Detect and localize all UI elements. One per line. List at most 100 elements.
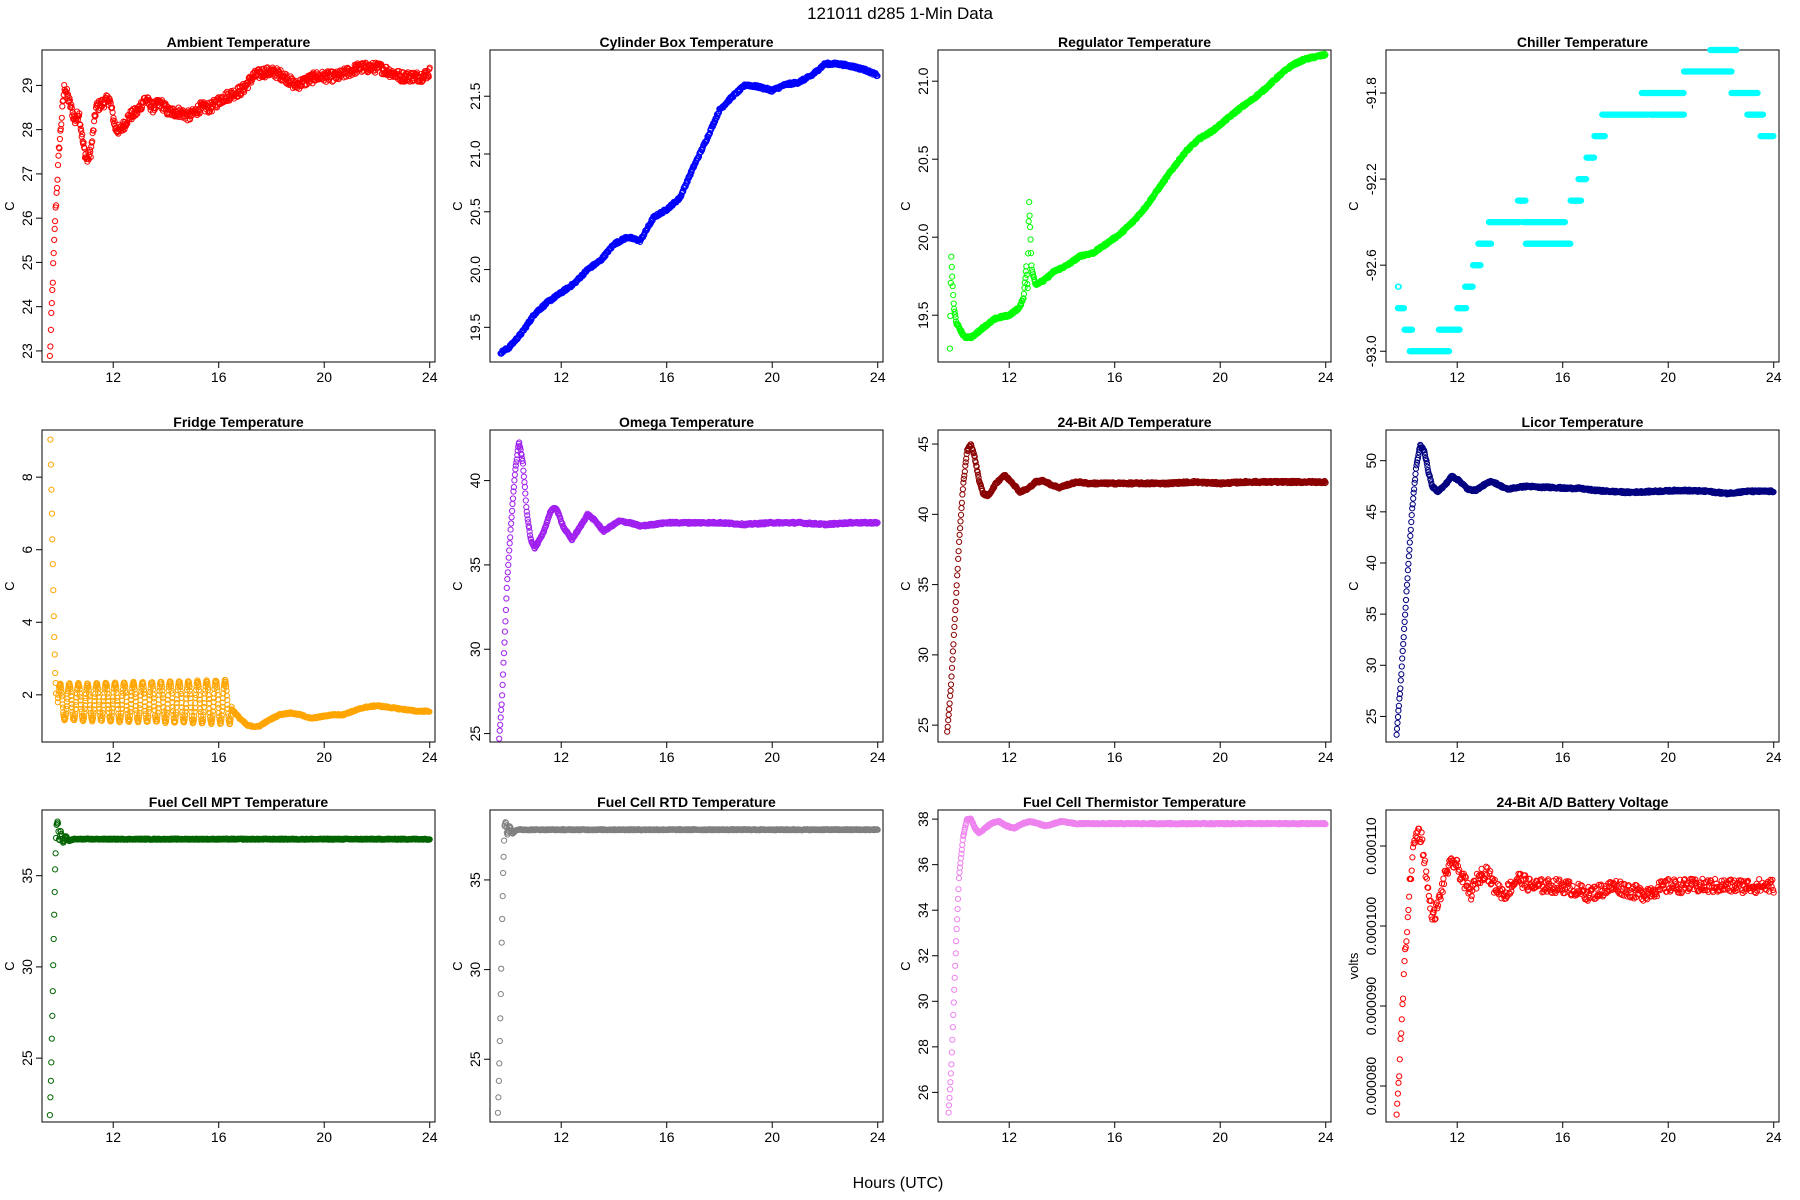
data-point: [64, 91, 72, 98]
data-point: [498, 706, 505, 714]
y-tick-label: -91.8: [1363, 77, 1379, 109]
data-point: [1018, 301, 1025, 308]
data-point: [89, 138, 96, 145]
data-point: [1024, 281, 1031, 288]
data-point: [706, 130, 714, 137]
data-point: [507, 526, 514, 533]
data-point: [352, 70, 359, 77]
plot-frame: [489, 429, 884, 743]
x-tick-label: 24: [422, 369, 438, 385]
data-point: [501, 639, 508, 646]
data-point: [1522, 197, 1529, 204]
data-point: [426, 64, 433, 71]
data-point: [68, 104, 75, 112]
y-tick-label: -92.2: [1363, 163, 1379, 195]
data-point: [119, 127, 127, 134]
data-point: [497, 714, 504, 721]
data-point: [48, 300, 55, 307]
data-point: [504, 576, 511, 583]
data-point: [425, 73, 432, 80]
data-point: [49, 536, 56, 543]
y-axis-label: C: [2, 581, 17, 590]
y-tick-label: -92.6: [1363, 249, 1379, 281]
x-tick-label: 24: [1766, 369, 1782, 385]
x-tick-label: 12: [1449, 369, 1465, 385]
panel-title: Omega Temperature: [619, 414, 754, 430]
x-tick-label: 16: [659, 749, 675, 765]
data-point: [503, 595, 510, 602]
data-point: [950, 292, 957, 299]
data-point: [68, 101, 75, 108]
data-point: [522, 497, 529, 504]
data-point: [77, 125, 84, 132]
data-point: [1023, 263, 1030, 270]
data-point: [56, 135, 64, 143]
data-point: [56, 145, 63, 152]
data-point: [51, 634, 58, 641]
data-point: [277, 67, 284, 74]
data-point: [496, 735, 503, 742]
data-point: [950, 300, 957, 307]
data-series: [1394, 46, 1777, 355]
y-tick-label: 21.0: [467, 140, 483, 167]
data-point: [1395, 283, 1402, 290]
data-point: [1463, 305, 1470, 312]
data-point: [506, 547, 513, 554]
data-point: [53, 202, 60, 209]
y-tick-label: 6: [19, 546, 35, 554]
data-point: [51, 236, 58, 243]
data-point: [49, 279, 56, 286]
y-tick-label: 19.5: [915, 301, 931, 328]
x-tick-label: 20: [316, 369, 332, 385]
data-point: [952, 311, 959, 318]
y-tick-label: 28: [19, 122, 35, 138]
data-point: [1023, 271, 1030, 278]
panel-title: Cylinder Box Temperature: [599, 34, 773, 50]
data-point: [49, 561, 56, 568]
data-point: [49, 286, 56, 294]
data-point: [47, 326, 55, 333]
panel-title: Chiller Temperature: [1517, 34, 1648, 50]
y-tick-label: 21.5: [467, 82, 483, 109]
x-tick-label: 12: [1001, 369, 1017, 385]
y-tick-label: 19.5: [467, 313, 483, 340]
data-point: [949, 283, 956, 290]
y-tick-label: 20.0: [915, 223, 931, 250]
data-point: [53, 184, 61, 192]
data-point: [109, 109, 116, 116]
data-series: [497, 59, 881, 357]
y-tick-label: 20.0: [467, 256, 483, 283]
x-tick-label: 16: [659, 369, 675, 385]
data-point: [520, 467, 527, 474]
x-tick-label: 12: [553, 749, 569, 765]
x-tick-label: 24: [1318, 369, 1334, 385]
data-point: [58, 114, 65, 121]
data-point: [508, 514, 515, 521]
data-point: [509, 495, 517, 502]
data-point: [48, 309, 55, 316]
data-point: [947, 279, 954, 287]
data-point: [100, 104, 108, 111]
x-tick-label: 20: [316, 749, 332, 765]
data-point: [76, 110, 83, 117]
data-point: [507, 534, 514, 541]
x-tick-label: 20: [1212, 369, 1228, 385]
data-point: [133, 111, 140, 118]
data-point: [92, 112, 99, 119]
data-point: [48, 510, 56, 517]
data-point: [1322, 51, 1329, 59]
data-point: [1027, 236, 1034, 243]
main-title: 121011 d285 1-Min Data: [807, 4, 993, 23]
data-point: [79, 138, 86, 145]
data-point: [948, 253, 955, 260]
x-tick-label: 20: [1660, 369, 1676, 385]
x-tick-label: 24: [422, 749, 438, 765]
data-point: [520, 473, 528, 480]
data-point: [497, 721, 504, 728]
data-point: [511, 471, 519, 478]
